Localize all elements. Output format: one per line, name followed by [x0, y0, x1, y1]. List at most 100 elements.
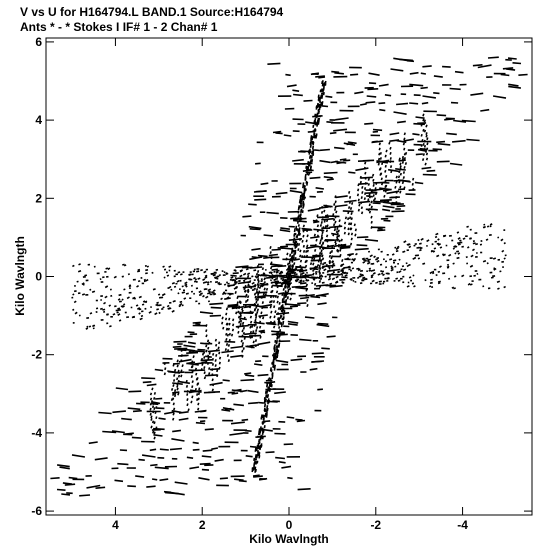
- uv-point: [270, 285, 274, 289]
- uv-point: [304, 273, 307, 277]
- uv-point: [404, 162, 408, 166]
- uv-point: [276, 354, 279, 359]
- uv-point: [242, 272, 247, 276]
- uv-point: [331, 244, 334, 248]
- uv-point: [295, 273, 298, 276]
- uv-point: [249, 310, 252, 314]
- uv-point: [319, 246, 322, 250]
- uv-point: [245, 267, 249, 271]
- uv-point: [231, 392, 239, 395]
- uv-point: [229, 432, 243, 436]
- uv-point: [76, 280, 79, 283]
- uv-point: [72, 293, 75, 296]
- uv-point: [431, 271, 435, 275]
- uv-point: [486, 225, 490, 228]
- uv-point: [186, 389, 189, 393]
- uv-point: [452, 262, 455, 265]
- uv-point: [379, 167, 382, 171]
- uv-point: [305, 283, 308, 287]
- uv-point: [361, 191, 364, 194]
- uv-point: [254, 318, 257, 322]
- uv-point: [349, 222, 353, 226]
- uv-point: [339, 158, 347, 161]
- uv-point: [265, 413, 268, 417]
- uv-point: [322, 247, 325, 251]
- uv-point: [150, 415, 153, 419]
- uv-point: [173, 407, 176, 411]
- uv-point: [360, 196, 363, 200]
- uv-point: [368, 210, 372, 214]
- uv-point: [324, 204, 328, 208]
- uv-point: [230, 354, 243, 358]
- uv-point: [169, 447, 182, 451]
- uv-point: [172, 384, 175, 387]
- uv-point: [274, 352, 277, 357]
- uv-point: [238, 300, 241, 304]
- uv-point: [391, 210, 405, 213]
- uv-point: [185, 384, 189, 388]
- uv-point: [329, 131, 337, 135]
- uv-point: [309, 262, 313, 266]
- uv-point: [236, 296, 239, 300]
- uv-point: [104, 285, 109, 289]
- uv-point: [194, 278, 197, 281]
- uv-point: [77, 269, 82, 273]
- uv-point: [251, 275, 254, 278]
- uv-point: [295, 279, 299, 283]
- uv-point: [492, 95, 507, 99]
- uv-point: [314, 149, 320, 152]
- uv-point: [241, 321, 245, 325]
- uv-point: [286, 416, 295, 419]
- uv-point: [290, 250, 293, 254]
- uv-point: [318, 269, 321, 273]
- uv-point: [242, 347, 245, 351]
- uv-point: [271, 372, 274, 376]
- uv-point: [211, 272, 215, 276]
- uv-point: [162, 293, 166, 296]
- uv-point: [321, 347, 330, 350]
- uv-point: [368, 195, 372, 199]
- uv-point: [411, 182, 414, 186]
- uv-point: [279, 314, 282, 319]
- uv-point: [248, 401, 259, 405]
- uv-point: [305, 239, 308, 243]
- uv-point: [262, 272, 265, 276]
- uv-point: [397, 175, 401, 179]
- uv-point: [359, 175, 362, 179]
- uv-point: [259, 447, 262, 451]
- uv-point: [286, 84, 297, 88]
- uv-point: [347, 232, 350, 236]
- uv-point: [207, 349, 220, 353]
- uv-point: [112, 410, 126, 414]
- uv-point: [136, 307, 141, 310]
- uv-point: [306, 234, 309, 238]
- uv-point: [249, 330, 253, 334]
- uv-point: [180, 354, 183, 358]
- uv-point: [275, 290, 279, 294]
- uv-point: [225, 337, 228, 341]
- uv-point: [406, 264, 410, 268]
- uv-point: [449, 87, 461, 91]
- uv-point: [383, 194, 386, 198]
- uv-point: [364, 259, 367, 262]
- uv-point: [321, 257, 325, 261]
- uv-point: [190, 400, 193, 404]
- uv-point: [255, 454, 259, 459]
- uv-point: [433, 92, 440, 95]
- uv-point: [291, 254, 294, 258]
- uv-point: [294, 279, 298, 282]
- uv-point: [371, 189, 374, 192]
- uv-point: [385, 174, 388, 178]
- uv-point: [248, 225, 262, 230]
- uv-point: [228, 332, 231, 336]
- uv-point: [374, 187, 377, 191]
- uv-point: [230, 421, 245, 425]
- uv-point: [502, 67, 514, 70]
- uv-point: [218, 356, 222, 360]
- uv-point: [275, 346, 279, 351]
- uv-point: [99, 278, 102, 281]
- uv-point: [258, 455, 261, 459]
- uv-point: [163, 276, 166, 279]
- uv-point: [457, 237, 461, 240]
- uv-point: [137, 270, 141, 273]
